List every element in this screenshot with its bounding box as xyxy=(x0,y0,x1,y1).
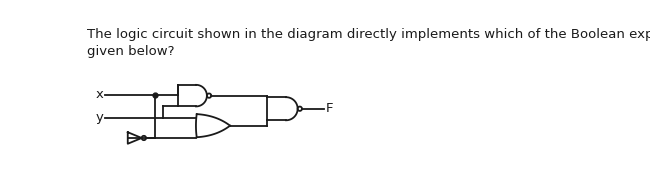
Text: x: x xyxy=(95,88,103,101)
Text: The logic circuit shown in the diagram directly implements which of the Boolean : The logic circuit shown in the diagram d… xyxy=(88,28,650,58)
Text: y: y xyxy=(95,111,103,125)
Text: F: F xyxy=(326,102,333,115)
